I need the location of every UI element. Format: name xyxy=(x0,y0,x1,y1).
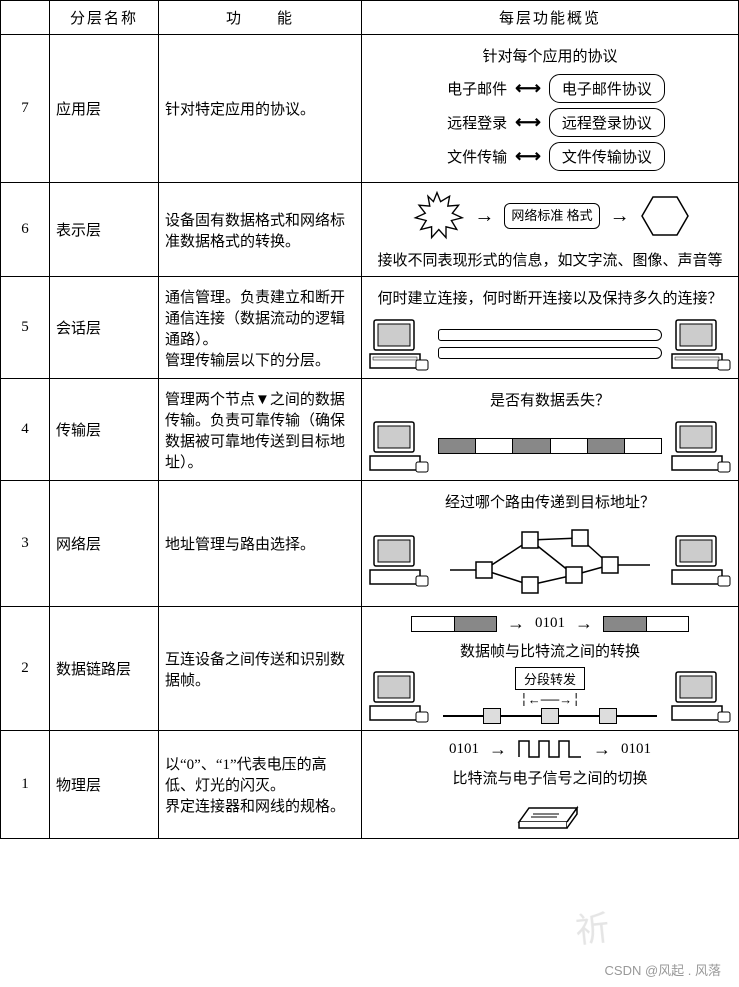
proto-r: 文件传输协议 xyxy=(549,142,665,171)
cell-name: 应用层 xyxy=(50,35,159,183)
arrow-icon: → xyxy=(610,205,630,228)
hdr-num xyxy=(1,1,50,35)
cell-dia: 0101 → → 0101 比特流与电子信号之间的切换 xyxy=(362,731,739,839)
computer-icon xyxy=(670,316,732,372)
cell-name: 数据链路层 xyxy=(50,607,159,731)
cell-func: 地址管理与路由选择。 xyxy=(159,481,362,607)
frame-bar xyxy=(603,616,689,632)
dia-caption: 比特流与电子信号之间的切换 xyxy=(368,767,732,788)
dia-title: 针对每个应用的协议 xyxy=(368,45,732,66)
double-arrow-icon: ⟷ xyxy=(515,112,541,133)
cell-name: 传输层 xyxy=(50,379,159,481)
seg-label: 分段转发 xyxy=(515,667,585,690)
hdr-name: 分层名称 xyxy=(50,1,159,35)
cell-num: 3 xyxy=(1,481,50,607)
cell-num: 5 xyxy=(1,277,50,379)
double-arrow-icon: ⟷ xyxy=(515,146,541,167)
cell-num: 2 xyxy=(1,607,50,731)
osi-table: 分层名称 功 能 每层功能概览 7 应用层 针对特定应用的协议。 针对每个应用的… xyxy=(0,0,739,839)
double-arrow-icon: ⟷ xyxy=(515,78,541,99)
cell-name: 物理层 xyxy=(50,731,159,839)
cell-name: 表示层 xyxy=(50,183,159,277)
computer-icon xyxy=(670,668,732,724)
computer-icon xyxy=(368,316,430,372)
computer-icon xyxy=(368,668,430,724)
computer-icon xyxy=(670,532,732,588)
cell-num: 4 xyxy=(1,379,50,481)
cell-func: 针对特定应用的协议。 xyxy=(159,35,362,183)
proto-l: 远程登录 xyxy=(435,112,507,133)
hexagon-icon xyxy=(640,191,690,241)
cell-func: 互连设备之间传送和识别数据帧。 xyxy=(159,607,362,731)
cell-dia: 经过哪个路由传递到目标地址？ xyxy=(362,481,739,607)
frame-bar xyxy=(411,616,497,632)
segment-bar xyxy=(438,438,662,454)
cell-func: 管理两个节点▼之间的数据传输。负责可靠传输（确保数据被可靠地传送到目标地址）。 xyxy=(159,379,362,481)
square-wave-icon xyxy=(517,737,583,761)
proto-l: 文件传输 xyxy=(435,146,507,167)
proto-r: 远程登录协议 xyxy=(549,108,665,137)
network-graph xyxy=(438,520,662,600)
proto-r: 电子邮件协议 xyxy=(549,74,665,103)
cell-dia: → 网络标准 格式 → 接收不同表现形式的信息，如文字流、图像、声音等 xyxy=(362,183,739,277)
arrow-icon: → xyxy=(474,205,494,228)
cell-name: 网络层 xyxy=(50,481,159,607)
hdr-func: 功 能 xyxy=(159,1,362,35)
device-icon xyxy=(513,792,587,832)
cell-dia: 何时建立连接，何时断开连接以及保持多久的连接？ xyxy=(362,277,739,379)
proto-l: 电子邮件 xyxy=(435,78,507,99)
dia-title: 经过哪个路由传递到目标地址？ xyxy=(368,491,732,512)
computer-icon xyxy=(368,532,430,588)
bits-text: 0101 xyxy=(449,741,479,758)
bits-text: 0101 xyxy=(535,615,565,632)
cell-func: 设备固有数据格式和网络标准数据格式的转换。 xyxy=(159,183,362,277)
arrow-icon: → xyxy=(575,613,593,634)
cell-dia: 针对每个应用的协议 电子邮件 ⟷ 电子邮件协议 远程登录 ⟷ 远程登录协议 文件… xyxy=(362,35,739,183)
computer-icon xyxy=(670,418,732,474)
watermark: CSDN @风起 . 风落 xyxy=(605,960,721,979)
cell-dia: → 0101 → 数据帧与比特流之间的转换 分段转发 ╎←──→╎ xyxy=(362,607,739,731)
cell-func: 通信管理。负责建立和断开通信连接（数据流动的逻辑通路）。 管理传输层以下的分层。 xyxy=(159,277,362,379)
cell-dia: 是否有数据丢失？ xyxy=(362,379,739,481)
cell-num: 6 xyxy=(1,183,50,277)
dia-title: 是否有数据丢失？ xyxy=(368,389,732,410)
cell-func: 以“0”、“1”代表电压的高低、灯光的闪灭。 界定连接器和网线的规格。 xyxy=(159,731,362,839)
cell-num: 7 xyxy=(1,35,50,183)
dia-caption: 接收不同表现形式的信息，如文字流、图像、声音等 xyxy=(368,249,732,270)
arrow-icon: → xyxy=(489,739,507,760)
format-box: 网络标准 格式 xyxy=(504,203,599,229)
computer-icon xyxy=(368,418,430,474)
bits-text: 0101 xyxy=(621,741,651,758)
sun-icon xyxy=(410,189,464,243)
dia-title: 何时建立连接，何时断开连接以及保持多久的连接？ xyxy=(368,287,732,308)
hdr-dia: 每层功能概览 xyxy=(362,1,739,35)
watermark-bg: 祈 xyxy=(573,900,612,952)
arrow-icon: → xyxy=(507,613,525,634)
cell-name: 会话层 xyxy=(50,277,159,379)
cell-num: 1 xyxy=(1,731,50,839)
dia-caption: 数据帧与比特流之间的转换 xyxy=(368,640,732,661)
arrow-icon: → xyxy=(593,739,611,760)
